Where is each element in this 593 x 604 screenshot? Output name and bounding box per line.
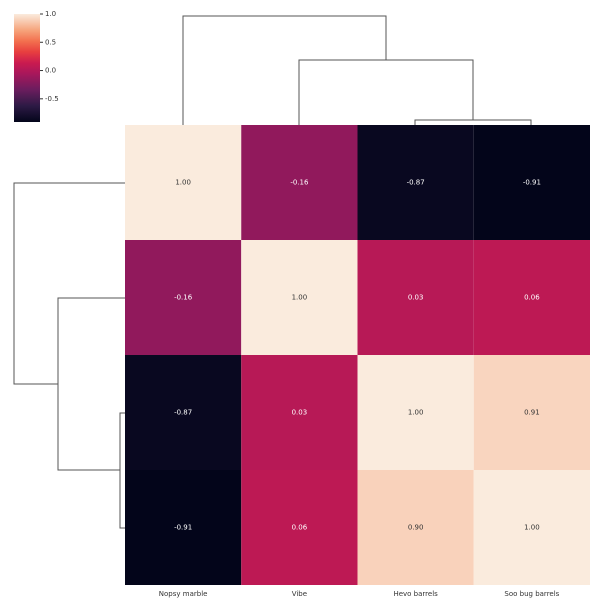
heatmap-cell <box>241 125 358 240</box>
colorbar <box>14 14 40 122</box>
cell-label: -0.91 <box>174 524 192 532</box>
cell-label: -0.16 <box>290 179 309 187</box>
cell-label: 0.90 <box>408 524 424 532</box>
cell-label: 1.00 <box>408 409 424 417</box>
heatmap-cell <box>473 240 590 355</box>
heatmap-cell <box>125 125 242 240</box>
colorbar-tick-label: 0.0 <box>45 67 56 75</box>
heatmap-cell <box>241 240 358 355</box>
colorbar-tick-label: 1.0 <box>45 10 56 18</box>
row-dendrogram <box>13 182 125 529</box>
cell-label: 1.00 <box>524 524 540 532</box>
heatmap-cell <box>241 470 358 585</box>
heatmap-cell <box>125 355 242 470</box>
colorbar-tick-label: 0.5 <box>45 38 56 46</box>
cell-label: -0.16 <box>174 294 193 302</box>
heatmap-cell <box>125 240 242 355</box>
heatmap-cell <box>357 470 474 585</box>
heatmap-cell <box>357 240 474 355</box>
cell-label: -0.87 <box>174 409 192 417</box>
x-tick-label: Vibe <box>292 590 307 598</box>
heatmap-cell <box>241 355 358 470</box>
heatmap-cell <box>357 125 474 240</box>
cell-label: 0.06 <box>524 294 540 302</box>
cell-label: 0.06 <box>292 524 308 532</box>
colorbar-tick-label: -0.5 <box>45 95 59 103</box>
heatmap-cell <box>125 470 242 585</box>
cell-label: -0.91 <box>523 179 541 187</box>
heatmap-cell <box>473 125 590 240</box>
column-dendrogram <box>182 15 532 125</box>
x-tick-label: Hevo barrels <box>393 590 438 598</box>
cell-label: 1.00 <box>175 179 191 187</box>
cell-label: 1.00 <box>292 294 308 302</box>
x-tick-label: Nopsy marble <box>159 590 208 598</box>
heatmap-cell <box>357 355 474 470</box>
cell-label: 0.91 <box>524 409 540 417</box>
heatmap-cell <box>473 470 590 585</box>
x-tick-label: Soo bug barrels <box>504 590 559 598</box>
heatmap-cell <box>473 355 590 470</box>
cell-label: 0.03 <box>408 294 424 302</box>
cell-label: 0.03 <box>292 409 308 417</box>
cell-label: -0.87 <box>407 179 425 187</box>
